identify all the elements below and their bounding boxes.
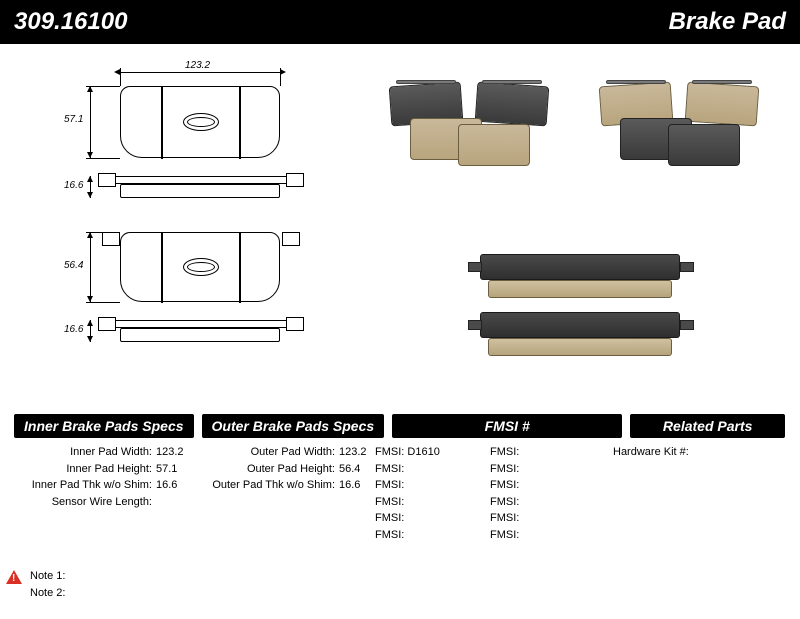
spec-row: Inner Pad Width:123.2 <box>14 444 184 461</box>
pad-photo-face <box>685 82 760 127</box>
related-column: Hardware Kit #: <box>613 444 768 543</box>
spec-row: FMSI: <box>490 444 605 461</box>
spec-row: FMSI: <box>375 527 490 544</box>
dim-inner-thk: 16.6 <box>64 180 83 191</box>
dim-inner-width: 123.2 <box>185 60 210 71</box>
spec-row: FMSI: <box>375 461 490 478</box>
product-photos <box>380 84 780 404</box>
note-2: Note 2: <box>30 585 65 602</box>
dim-outer-height: 56.4 <box>64 260 83 271</box>
part-number: 309.16100 <box>14 8 127 36</box>
spec-row: FMSI: <box>375 510 490 527</box>
notes-section: Note 1: Note 2: <box>30 568 65 601</box>
inner-pad-profile <box>120 184 280 198</box>
dim-outer-thk: 16.6 <box>64 324 83 335</box>
spec-row: FMSI: <box>490 527 605 544</box>
spec-row: FMSI: <box>490 494 605 511</box>
brand-badge-icon <box>183 258 219 276</box>
pad-photo-side-top <box>480 254 680 280</box>
header-related: Related Parts <box>630 414 785 438</box>
brand-badge-icon <box>183 113 219 131</box>
pad-photo-back <box>668 124 740 166</box>
spec-row: Outer Pad Thk w/o Shim:16.6 <box>192 477 367 494</box>
spec-row: Outer Pad Width:123.2 <box>192 444 367 461</box>
spec-row: Inner Pad Height:57.1 <box>14 461 184 478</box>
pad-photo-back <box>475 82 550 127</box>
inner-pad-face-outline <box>120 86 280 158</box>
spec-row: FMSI: D1610 <box>375 444 490 461</box>
diagram-area: 123.2 57.1 16.6 <box>0 44 800 414</box>
spec-row: FMSI: <box>375 494 490 511</box>
header-inner-specs: Inner Brake Pads Specs <box>14 414 194 438</box>
header-outer-specs: Outer Brake Pads Specs <box>202 414 385 438</box>
dim-inner-height: 57.1 <box>64 114 83 125</box>
outer-specs-column: Outer Pad Width:123.2 Outer Pad Height:5… <box>192 444 367 543</box>
spec-row: FMSI: <box>375 477 490 494</box>
inner-specs-column: Inner Pad Width:123.2 Inner Pad Height:5… <box>14 444 184 543</box>
spec-row: Hardware Kit #: <box>613 444 768 461</box>
spec-row: Outer Pad Height:56.4 <box>192 461 367 478</box>
note-1: Note 1: <box>30 568 65 585</box>
spec-row: Inner Pad Thk w/o Shim:16.6 <box>14 477 184 494</box>
spec-row: Sensor Wire Length: <box>14 494 184 511</box>
header-bar: 309.16100 Brake Pad <box>0 0 800 44</box>
outer-pad-face-outline <box>120 232 280 302</box>
specs-section: Inner Brake Pads Specs Outer Brake Pads … <box>0 414 800 543</box>
spec-headers: Inner Brake Pads Specs Outer Brake Pads … <box>14 414 786 438</box>
page-title: Brake Pad <box>669 8 786 36</box>
spec-row: FMSI: <box>490 477 605 494</box>
spec-row: FMSI: <box>490 510 605 527</box>
spec-row: FMSI: <box>490 461 605 478</box>
warning-icon <box>6 570 22 584</box>
pad-photo-face <box>458 124 530 166</box>
header-fmsi: FMSI # <box>392 414 622 438</box>
fmsi-column: FMSI: D1610 FMSI: FMSI: FMSI: FMSI: FMSI… <box>375 444 605 543</box>
outer-pad-backplate <box>110 320 290 328</box>
inner-pad-backplate <box>110 176 290 184</box>
technical-drawing: 123.2 57.1 16.6 <box>20 64 350 414</box>
pad-photo-side-bottom <box>480 312 680 338</box>
outer-pad-profile <box>120 328 280 342</box>
